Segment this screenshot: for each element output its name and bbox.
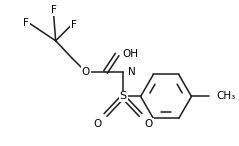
Text: F: F	[23, 18, 29, 28]
Text: OH: OH	[122, 49, 138, 59]
Text: O: O	[93, 119, 102, 129]
Text: F: F	[71, 20, 77, 30]
Text: O: O	[145, 119, 153, 129]
Text: O: O	[82, 67, 90, 77]
Text: F: F	[51, 5, 57, 15]
Text: N: N	[128, 67, 136, 77]
Text: CH₃: CH₃	[217, 91, 236, 101]
Text: S: S	[120, 91, 127, 101]
